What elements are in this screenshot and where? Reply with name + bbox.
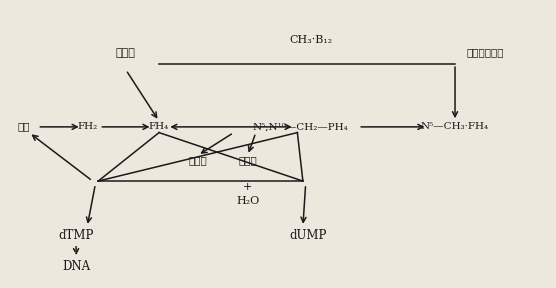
Text: FH₄: FH₄ [149, 122, 169, 131]
Text: 丝氨酸: 丝氨酸 [188, 157, 207, 166]
Text: +: + [243, 182, 252, 192]
Text: 蛋氨酸: 蛋氨酸 [116, 47, 136, 58]
Text: dTMP: dTMP [58, 229, 94, 242]
Text: DNA: DNA [62, 260, 90, 273]
Text: N⁵—CH₃·FH₄: N⁵—CH₃·FH₄ [421, 122, 489, 131]
Text: 甘氨酸: 甘氨酸 [238, 157, 257, 166]
Text: H₂O: H₂O [236, 196, 259, 206]
Text: CH₃·B₁₂: CH₃·B₁₂ [290, 35, 332, 45]
Text: 同型半胱氨酸: 同型半胱氨酸 [466, 48, 504, 57]
Text: 叶酸: 叶酸 [17, 122, 30, 131]
Text: dUMP: dUMP [290, 229, 327, 242]
Text: FH₂: FH₂ [77, 122, 97, 131]
Text: N⁵,N¹⁰—CH₂—PH₄: N⁵,N¹⁰—CH₂—PH₄ [252, 122, 348, 131]
